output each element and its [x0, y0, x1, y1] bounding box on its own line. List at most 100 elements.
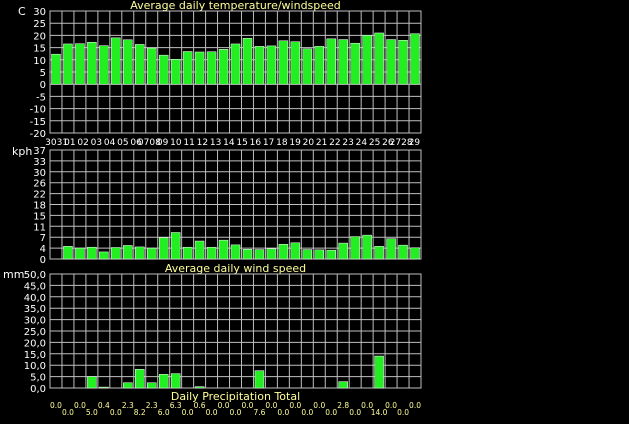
value-label: 0.6 [194, 401, 206, 410]
y-tick-label: 15 [33, 211, 46, 222]
bar [230, 244, 241, 260]
bar [135, 369, 145, 389]
value-label: 0.0 [206, 408, 218, 417]
x-tick-label: 2728 [390, 138, 413, 148]
chart-title: Daily Precipitation Total [171, 390, 300, 403]
x-tick-label: 0708 [138, 138, 161, 148]
bar [63, 246, 73, 260]
bar [158, 237, 169, 260]
value-label: 0.0 [50, 401, 62, 410]
bar [410, 247, 420, 260]
y-tick-label: 45,0 [24, 281, 46, 292]
chart-title: Average daily wind speed [165, 262, 306, 275]
bar [123, 245, 133, 260]
y-tick-label: 20,0 [24, 338, 46, 349]
bar [63, 43, 73, 85]
x-tick-label: 02 [77, 138, 88, 148]
bar [410, 33, 420, 85]
value-label: 0.0 [385, 401, 397, 410]
bar [386, 238, 396, 260]
value-label: 14.0 [371, 408, 388, 417]
bar [386, 39, 396, 85]
bar [170, 232, 181, 260]
value-label: 0.4 [98, 401, 110, 410]
value-label: 0.0 [241, 401, 253, 410]
value-label: 8.2 [134, 408, 146, 417]
y-tick-label: 15 [33, 44, 46, 55]
y-tick-label: 20 [33, 31, 46, 42]
bar [87, 41, 97, 85]
x-tick-label: 23 [342, 138, 353, 148]
bar [87, 376, 97, 389]
bar [146, 382, 157, 389]
y-tick-label: 5 [40, 68, 46, 79]
bar [242, 38, 253, 85]
x-tick-label: 18 [276, 138, 288, 148]
y-tick-label: 5,0 [30, 373, 46, 384]
bar [338, 39, 348, 85]
bar [182, 246, 193, 260]
y-tick-label: 0 [40, 255, 46, 266]
bar [290, 242, 301, 260]
value-label: 2.3 [146, 401, 158, 410]
value-label: 0.0 [397, 408, 409, 417]
x-tick-label: 01 [64, 138, 75, 148]
y-axis-unit: kph [12, 145, 32, 158]
bar [338, 242, 348, 260]
y-tick-label: 35,0 [24, 304, 46, 315]
value-label: 7.6 [253, 408, 265, 417]
x-tick-label: 26 [382, 138, 394, 148]
bar [374, 32, 384, 85]
y-tick-label: 15,0 [24, 350, 46, 361]
value-label: 0.0 [277, 408, 289, 417]
y-tick-label: -10 [30, 105, 46, 116]
y-tick-label: -15 [30, 117, 46, 128]
bar [350, 236, 360, 260]
bar [314, 46, 325, 85]
x-tick-label: 15 [236, 138, 247, 148]
bar [170, 59, 181, 85]
bar [326, 249, 336, 260]
y-tick-label: 25,0 [24, 327, 46, 338]
value-label: 0.0 [409, 401, 421, 410]
value-label: 0.0 [301, 408, 313, 417]
value-label: 2.3 [122, 401, 134, 410]
value-label: 0.0 [289, 401, 301, 410]
y-tick-label: 30 [33, 168, 46, 179]
x-tick-label: 17 [263, 138, 274, 148]
y-tick-label: 0 [40, 80, 46, 91]
bar [146, 247, 157, 260]
bar [266, 45, 277, 85]
x-tick-label: 22 [329, 138, 340, 148]
x-tick-label: 12 [197, 138, 208, 148]
bar [302, 48, 313, 85]
value-label: 0.0 [349, 408, 361, 417]
bar [51, 53, 61, 85]
x-tick-label: 14 [223, 138, 235, 148]
y-tick-label: 30,0 [24, 316, 46, 327]
bar [194, 386, 205, 389]
x-tick-label: 11 [183, 138, 194, 148]
bar [158, 54, 169, 85]
x-tick-label: 05 [117, 138, 128, 148]
bar [374, 355, 384, 389]
bar [75, 247, 85, 260]
bar [111, 247, 121, 260]
x-tick-label: 03 [91, 138, 102, 148]
bar [362, 234, 372, 260]
bar [326, 38, 336, 85]
x-tick-label: 19 [289, 138, 301, 148]
bar [75, 43, 85, 85]
bar [135, 44, 145, 85]
bar [99, 386, 109, 389]
y-tick-label: 10 [33, 56, 46, 67]
y-tick-label: 18 [33, 201, 46, 212]
bar [206, 51, 217, 85]
value-label: 0.0 [182, 408, 194, 417]
bar [278, 40, 289, 85]
bar [111, 37, 121, 85]
bar [338, 381, 348, 389]
value-label: 0.0 [325, 408, 337, 417]
